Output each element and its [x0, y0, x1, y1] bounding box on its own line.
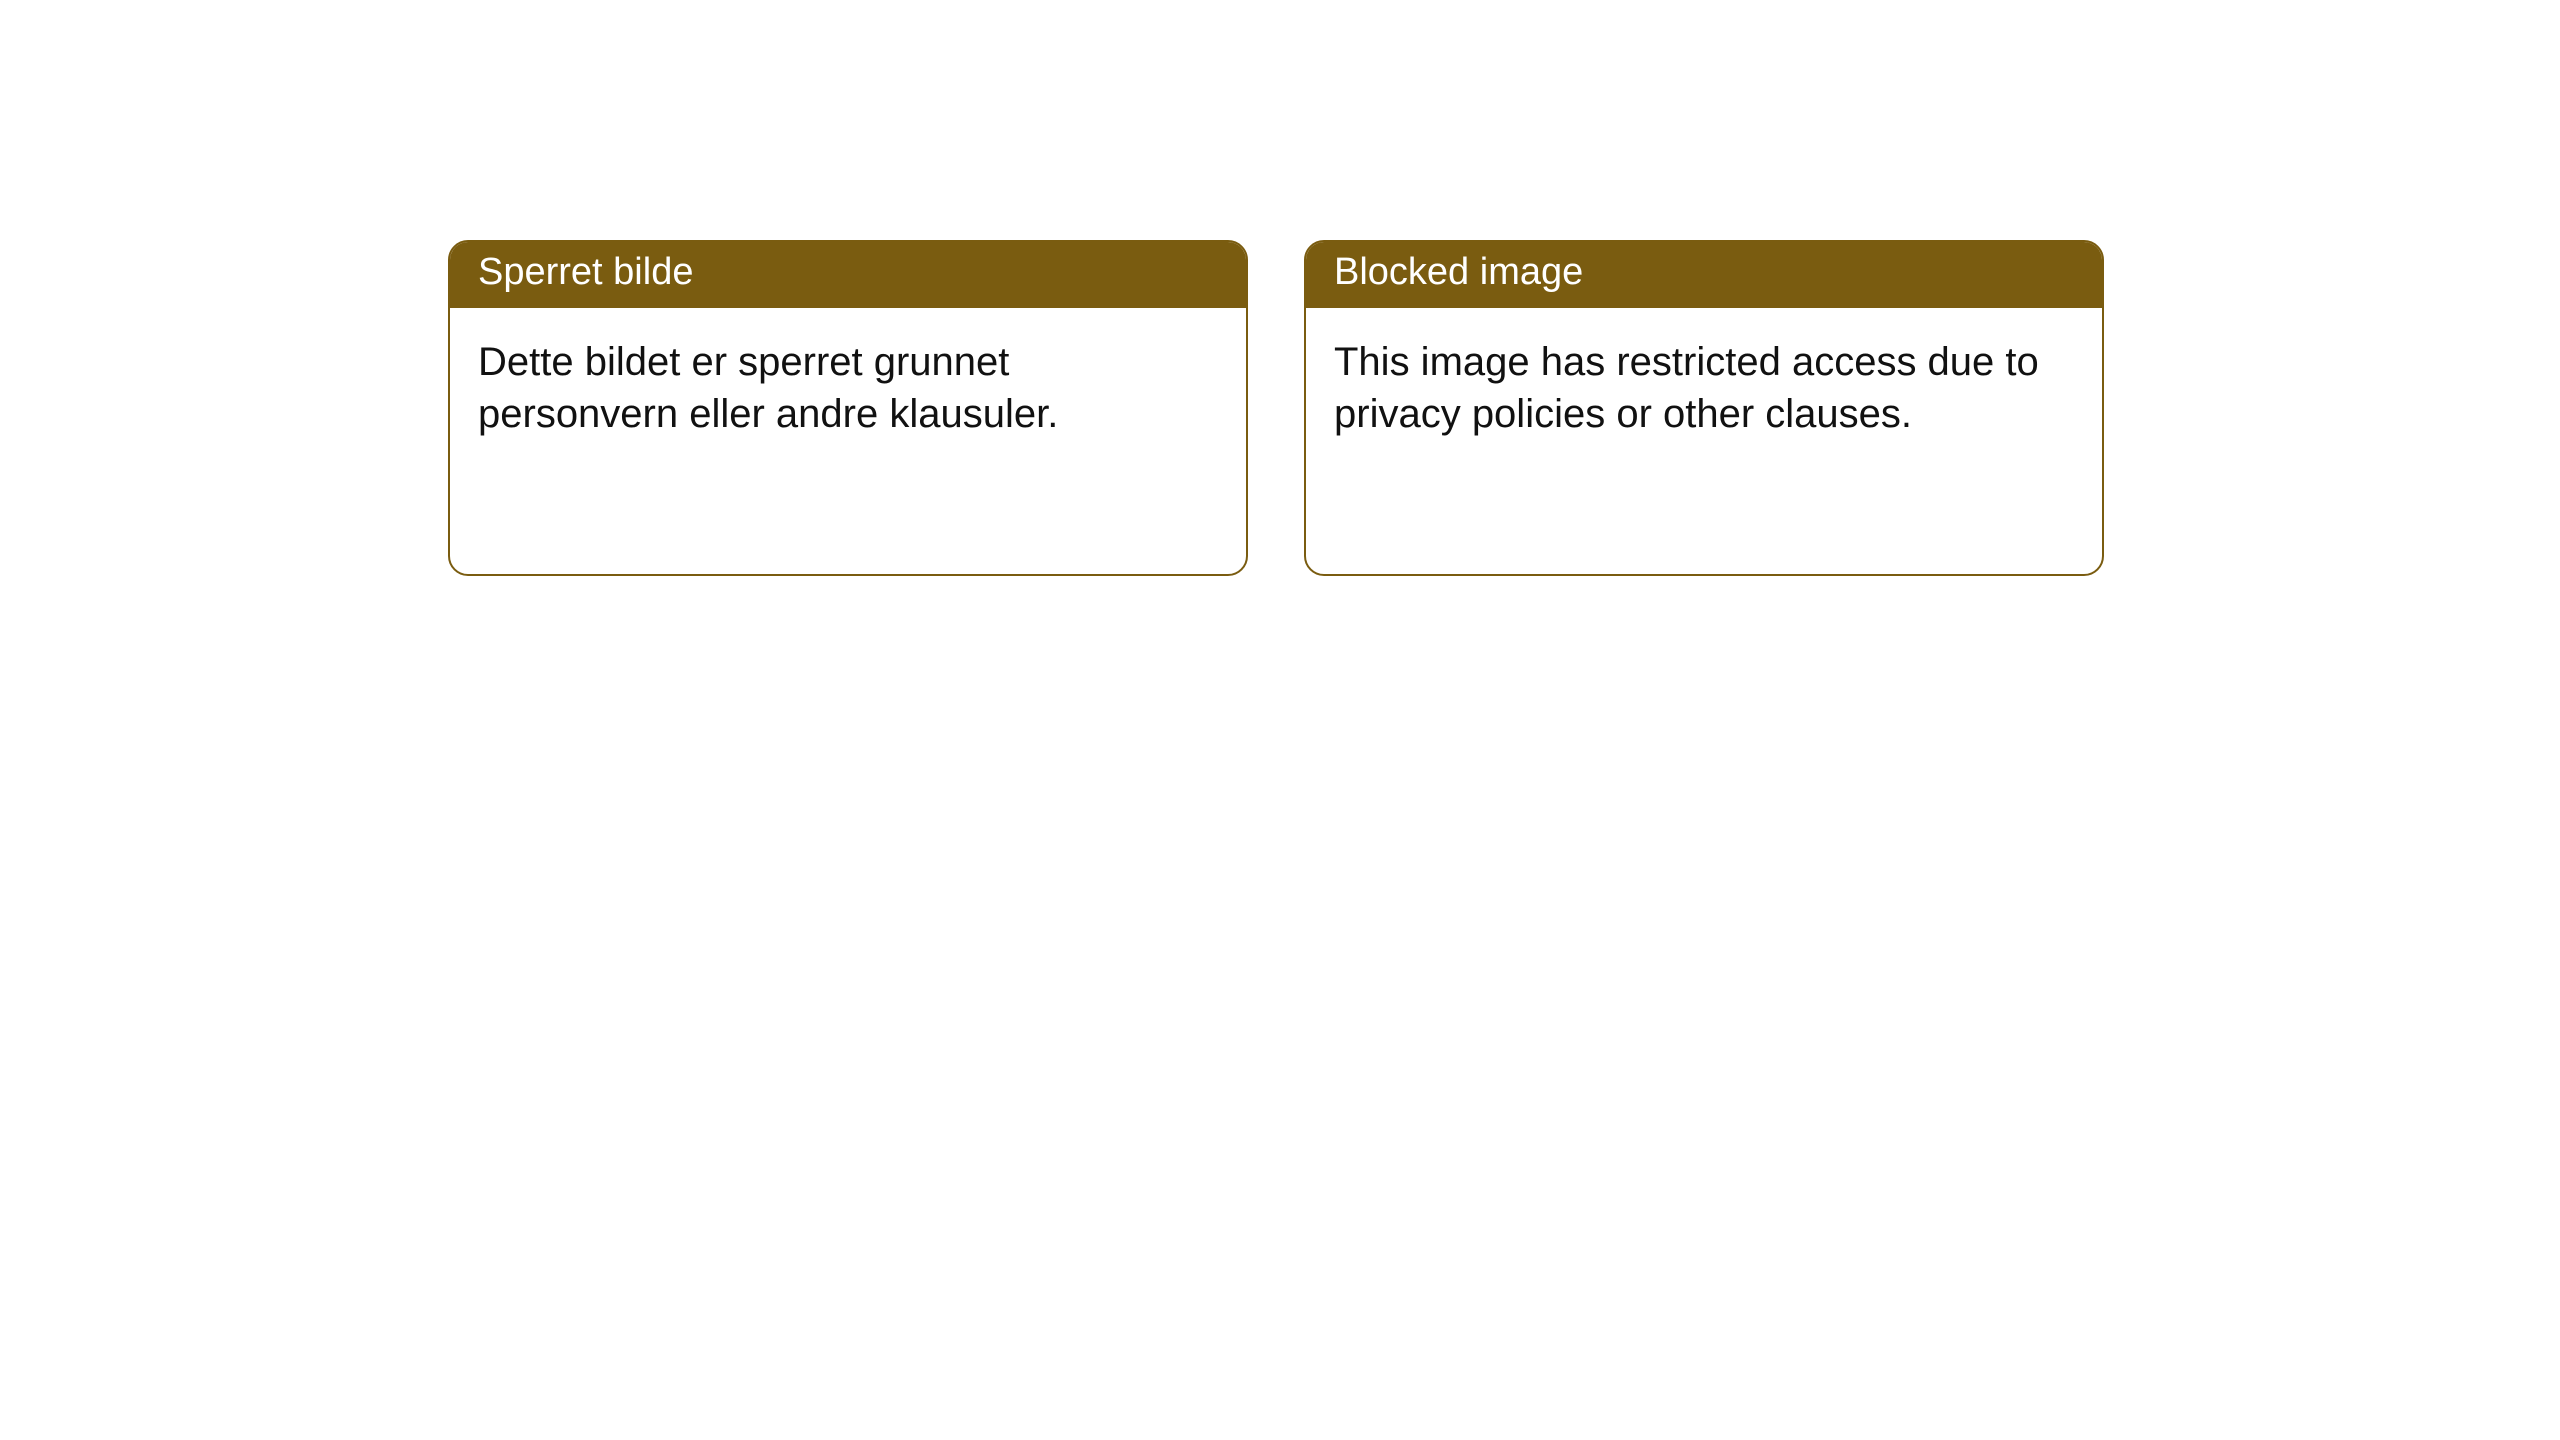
notice-card-row: Sperret bilde Dette bildet er sperret gr… [0, 0, 2560, 576]
blocked-image-card-en: Blocked image This image has restricted … [1304, 240, 2104, 576]
card-title: Blocked image [1306, 242, 2102, 308]
card-body: This image has restricted access due to … [1306, 308, 2102, 442]
card-title: Sperret bilde [450, 242, 1246, 308]
blocked-image-card-no: Sperret bilde Dette bildet er sperret gr… [448, 240, 1248, 576]
card-body: Dette bildet er sperret grunnet personve… [450, 308, 1246, 442]
